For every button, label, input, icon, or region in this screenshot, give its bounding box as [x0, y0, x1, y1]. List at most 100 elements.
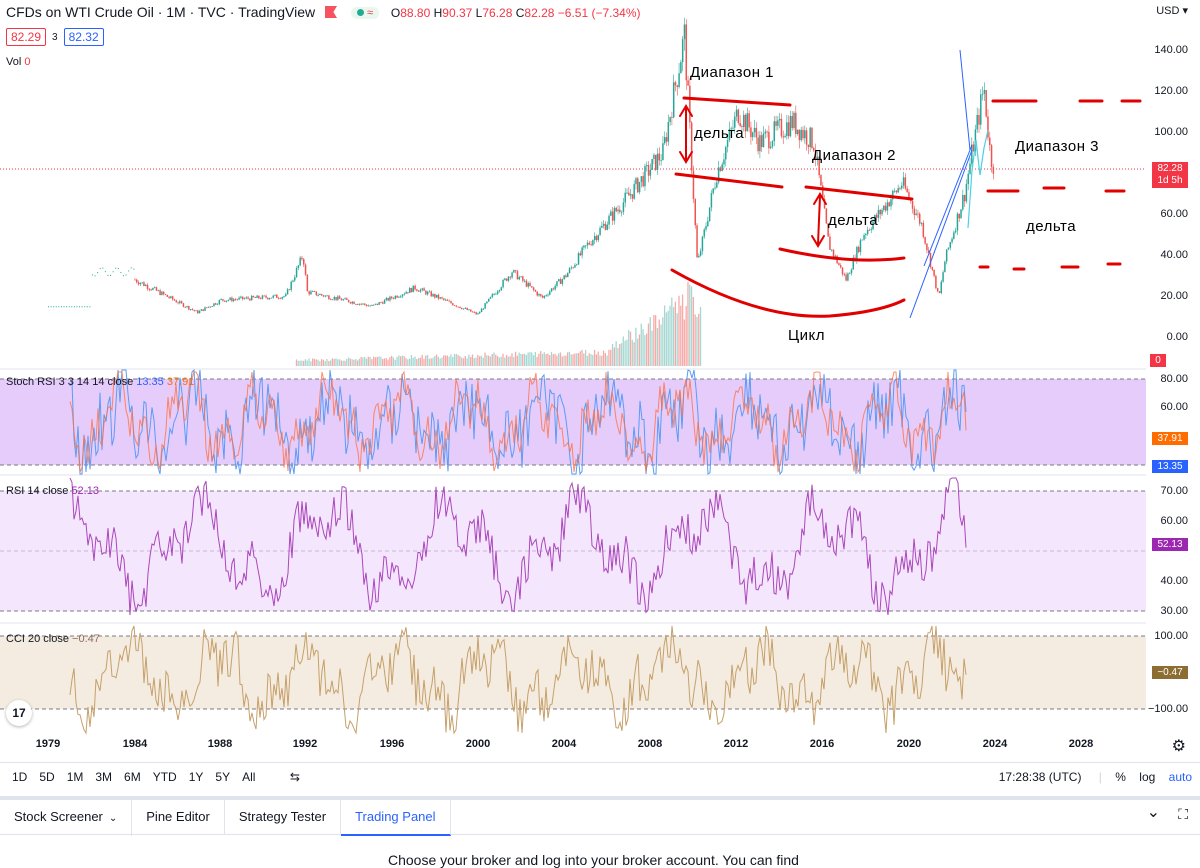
volume-bar	[525, 354, 527, 366]
candle	[279, 298, 282, 300]
volume-bar	[342, 360, 344, 366]
volume-bar	[532, 355, 535, 366]
volume-bar	[486, 355, 488, 366]
candle	[213, 303, 215, 307]
tab-trading-panel[interactable]: Trading Panel	[341, 800, 451, 836]
volume-bar	[346, 358, 348, 366]
candle	[466, 308, 468, 311]
volume-bar	[513, 356, 515, 366]
candle	[884, 205, 887, 211]
sell-button[interactable]: 82.29	[6, 28, 47, 46]
range-1y-button[interactable]: 1Y	[188, 770, 204, 784]
stoch-d-line	[69, 370, 967, 474]
chart-legend: CFDs on WTI Crude Oil · 1M · TVC · Tradi…	[6, 4, 641, 20]
symbol-title[interactable]: CFDs on WTI Crude Oil · 1M · TVC · Tradi…	[6, 4, 316, 20]
range-1d-button[interactable]: 1D	[12, 770, 28, 784]
volume-bar	[518, 352, 520, 366]
log-toggle[interactable]: log	[1139, 770, 1156, 784]
candle	[566, 273, 569, 278]
candle	[304, 264, 307, 275]
range-1m-button[interactable]: 1M	[66, 770, 84, 784]
collapse-panel-icon[interactable]: ⌄	[1146, 804, 1160, 821]
alert-flag-icon[interactable]	[325, 6, 337, 18]
volume-bar	[642, 329, 644, 366]
volume-bar	[414, 356, 416, 366]
volume-bar	[672, 307, 675, 366]
range-3m-button[interactable]: 3M	[95, 770, 113, 784]
chart-canvas[interactable]	[0, 0, 1146, 735]
volume-bar	[662, 317, 664, 366]
settings-gear-icon[interactable]: ⚙	[1171, 738, 1186, 755]
candle	[117, 268, 119, 270]
candle	[822, 185, 824, 199]
volume-bar	[568, 351, 571, 366]
candle	[690, 122, 693, 171]
trend-lines	[909, 49, 973, 319]
candle	[234, 299, 237, 301]
candle	[362, 303, 364, 305]
volume-bar	[493, 352, 495, 366]
rsi-legend[interactable]: RSI 14 close 52.13	[6, 485, 99, 497]
candle	[175, 300, 178, 303]
candle	[394, 295, 397, 299]
volume-bar	[311, 358, 314, 366]
candle	[865, 234, 867, 236]
volume-bar	[626, 339, 628, 366]
range-5y-button[interactable]: 5Y	[215, 770, 231, 784]
candle	[861, 239, 864, 241]
candle	[403, 293, 406, 295]
volume-bar	[428, 358, 431, 366]
candle	[473, 311, 476, 313]
volume-legend: Vol 0	[6, 56, 31, 68]
candle	[141, 282, 143, 284]
volume-bar	[504, 357, 506, 366]
range-ytd-button[interactable]: YTD	[152, 770, 177, 784]
candle	[735, 109, 738, 117]
candle	[545, 295, 547, 297]
tab-stock-screener[interactable]: Stock Screener ⌄	[0, 800, 133, 836]
currency-label[interactable]: USD ▾	[1156, 5, 1188, 17]
candle	[595, 236, 598, 241]
volume-bar	[322, 359, 325, 366]
range-all-button[interactable]: All	[242, 770, 256, 784]
candle	[66, 306, 68, 308]
clock-time[interactable]: 17:28:38 (UTC)	[998, 770, 1082, 784]
candle	[730, 128, 732, 130]
volume-bar	[554, 353, 556, 366]
candle	[981, 93, 984, 95]
candle	[161, 291, 163, 296]
volume-bar	[435, 354, 438, 366]
buy-button[interactable]: 82.32	[63, 28, 104, 46]
cci-legend[interactable]: CCI 20 close −0.47	[6, 633, 100, 645]
candle	[845, 274, 847, 281]
tab-strategy-tester[interactable]: Strategy Tester	[225, 800, 342, 834]
volume-bar	[355, 359, 357, 366]
candle	[906, 188, 908, 193]
price-candles	[48, 17, 995, 315]
candle	[931, 266, 934, 270]
candle	[933, 269, 935, 276]
tradingview-logo-icon[interactable]: 17	[6, 700, 32, 726]
candle	[593, 236, 596, 241]
candle	[798, 129, 801, 141]
candle	[631, 194, 634, 199]
auto-toggle[interactable]: auto	[1168, 770, 1192, 784]
goto-date-icon[interactable]: ⇆	[289, 770, 300, 784]
volume-bar	[547, 353, 549, 366]
candle	[748, 113, 750, 128]
cci-line	[69, 625, 967, 735]
tab-pine-editor[interactable]: Pine Editor	[132, 800, 225, 834]
candle	[565, 275, 567, 278]
candle	[789, 116, 792, 137]
candle	[716, 182, 718, 188]
candle	[838, 263, 840, 266]
candle	[723, 159, 725, 165]
volume-bar	[425, 355, 427, 366]
percent-toggle[interactable]: %	[1115, 770, 1126, 784]
maximize-panel-icon[interactable]: ⛶	[1178, 806, 1188, 822]
candle	[507, 276, 510, 281]
range-6m-button[interactable]: 6M	[124, 770, 141, 784]
range-5d-button[interactable]: 5D	[39, 770, 55, 784]
stoch-legend[interactable]: Stoch RSI 3 3 14 14 close 13.35 37.91	[6, 376, 195, 388]
candle	[637, 178, 639, 193]
